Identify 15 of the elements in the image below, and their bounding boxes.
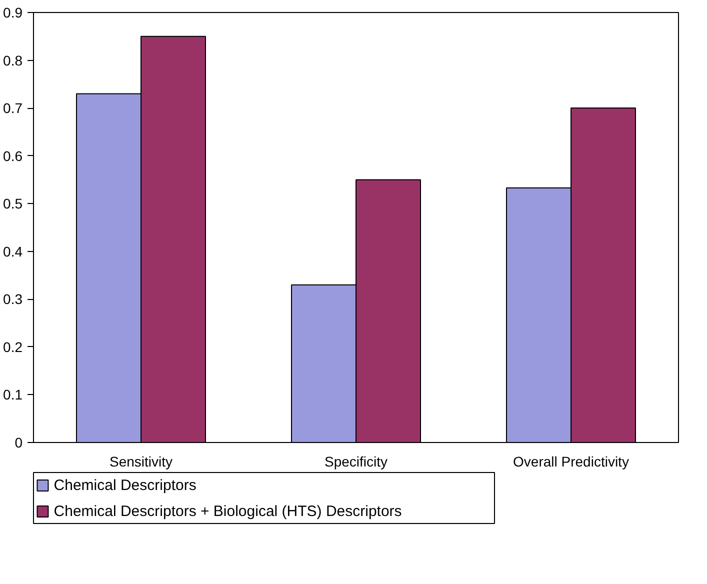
legend-label: Chemical Descriptors — [54, 477, 196, 494]
legend-label: Chemical Descriptors + Biological (HTS) Descriptors — [54, 503, 402, 520]
x-tick-label: Overall Predictivity — [513, 454, 629, 470]
x-tick-label: Specificity — [324, 454, 388, 470]
y-tick-label: 0.9 — [3, 4, 23, 20]
y-tick-label: 0.8 — [3, 52, 23, 68]
y-tick-label: 0.2 — [3, 338, 23, 355]
y-tick-label: 0.3 — [3, 291, 23, 308]
y-tick-label: 0 — [14, 434, 23, 450]
y-tick-label: 0.1 — [3, 386, 23, 403]
y-tick-label: 0.6 — [3, 148, 23, 164]
y-tick-label: 0.5 — [3, 196, 23, 212]
y-tick-label: 0.7 — [3, 100, 23, 116]
x-tick-label: Sensitivity — [109, 454, 173, 470]
y-tick-label: 0.4 — [3, 243, 23, 260]
